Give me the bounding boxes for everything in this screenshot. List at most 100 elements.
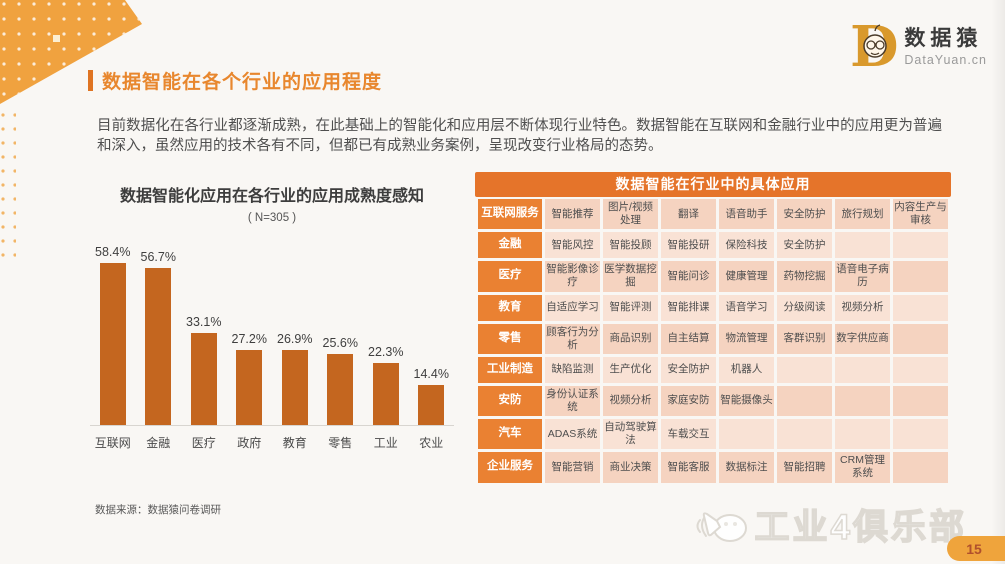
table-cell: 翻译 <box>661 199 716 230</box>
table-cell: 智能客服 <box>661 452 716 483</box>
page-title: 数据智能在各个行业的应用程度 <box>102 72 383 93</box>
table-cell <box>835 419 890 450</box>
row-label: 企业服务 <box>478 452 542 483</box>
bar-group: 27.2% <box>227 332 273 425</box>
row-label: 汽车 <box>478 419 542 450</box>
logo-name: 数据猿 <box>904 27 983 51</box>
table-cell: 车载交互 <box>661 419 716 450</box>
bar-category-label: 零售 <box>328 436 353 450</box>
bar-group: 25.6% <box>318 336 364 425</box>
bar-group: 33.1% <box>181 315 227 425</box>
bar-group: 56.7% <box>136 250 182 425</box>
row-label: 金融 <box>478 232 542 259</box>
bar-value-label: 25.6% <box>322 336 358 350</box>
table-cell: CRM管理系统 <box>835 452 890 483</box>
bar-value-label: 56.7% <box>140 250 176 264</box>
table-cell: 智能招聘 <box>777 452 832 483</box>
bar <box>236 350 263 425</box>
table-title: 数据智能在行业中的具体应用 <box>475 172 951 197</box>
chart-title: 数据智能化应用在各行业的应用成熟度感知 <box>119 188 424 205</box>
table-cell: 自主结算 <box>661 323 716 354</box>
bar-value-label: 14.4% <box>413 367 449 381</box>
industry-table-body: 互联网服务 智能推荐 图片/视频处理 翻译 语音助手 安全防护 旅行规划 内容生产与审核 金融智… <box>478 199 948 483</box>
bar-group: 58.4% <box>90 245 136 425</box>
bar-category-label: 医疗 <box>191 436 216 450</box>
table-cell: 智能投研 <box>661 232 716 259</box>
table-cell: 数字供应商 <box>835 323 890 354</box>
table-cell: 旅行规划 <box>835 199 890 230</box>
table-cell: 顾客行为分析 <box>545 323 600 354</box>
table-cell <box>893 419 948 450</box>
page-number-badge: 15 <box>947 536 1005 561</box>
industry-applications-table: 数据智能在行业中的具体应用 互联网服务 智能推荐 图片/视频处理 翻译 语音助手 安全防护… <box>475 172 951 486</box>
table-cell: 视频分析 <box>835 294 890 321</box>
table-cell: 数据标注 <box>719 452 774 483</box>
table-cell <box>893 323 948 354</box>
table-cell <box>893 261 948 292</box>
datayuan-monkey-icon: D <box>850 20 898 74</box>
edge-dots <box>0 108 16 260</box>
bar-group: 14.4% <box>409 367 455 425</box>
table-cell: 安全防护 <box>661 356 716 383</box>
bar-value-label: 22.3% <box>368 345 404 359</box>
table-cell: 视频分析 <box>603 385 658 416</box>
table-cell: 商业决策 <box>603 452 658 483</box>
row-label: 医疗 <box>478 261 542 292</box>
table-cell: 健康管理 <box>719 261 774 292</box>
table-cell <box>893 356 948 383</box>
corner-decoration <box>0 0 142 260</box>
right-edge-shadow <box>991 0 1005 564</box>
table-cell <box>835 356 890 383</box>
table-cell: 医学数据挖掘 <box>603 261 658 292</box>
bar-category-label: 政府 <box>237 436 262 450</box>
table-cell: 语音助手 <box>719 199 774 230</box>
table-cell: 物流管理 <box>719 323 774 354</box>
intro-paragraph: 目前数据化在各行业都逐渐成熟，在此基础上的智能化和应用层不断体现行业特色。数据智… <box>97 118 942 154</box>
table-cell: 智能营销 <box>545 452 600 483</box>
table-cell: 安全防护 <box>777 199 832 230</box>
table-row: 医疗 智能影像诊疗 医学数据挖掘 智能问诊 健康管理 药物挖掘 语音电子病历 <box>478 261 948 292</box>
bar-value-label: 27.2% <box>231 332 267 346</box>
table-cell: 语音学习 <box>719 294 774 321</box>
table-cell: 智能影像诊疗 <box>545 261 600 292</box>
table-cell: 商品识别 <box>603 323 658 354</box>
bar-chart-categories: 互联网 金融 医疗 政府 教育 零售 工业 农业 <box>90 434 454 451</box>
table-cell <box>835 232 890 259</box>
table-cell: 智能评测 <box>603 294 658 321</box>
table-cell: 语音电子病历 <box>835 261 890 292</box>
table-cell: 智能投顾 <box>603 232 658 259</box>
table-cell <box>893 385 948 416</box>
table-cell: 机器人 <box>719 356 774 383</box>
table-row: 企业服务 智能营销 商业决策 智能客服 数据标注 智能招聘 CRM管理系统 <box>478 452 948 483</box>
table-cell: 智能推荐 <box>545 199 600 230</box>
bar-group: 22.3% <box>363 345 409 425</box>
bar-value-label: 33.1% <box>186 315 222 329</box>
table-cell: 保险科技 <box>719 232 774 259</box>
row-label: 互联网服务 <box>478 199 542 230</box>
bar <box>327 354 354 425</box>
table-cell <box>777 385 832 416</box>
table-cell: 缺陷监测 <box>545 356 600 383</box>
industry-table: 互联网服务 智能推荐 图片/视频处理 翻译 语音助手 安全防护 旅行规划 内容生产与审核 金融智… <box>475 196 951 486</box>
bar <box>190 333 217 425</box>
watermark-text: 工业4俱乐部 <box>754 507 967 548</box>
table-cell: 自动驾驶算法 <box>603 419 658 450</box>
row-label: 安防 <box>478 385 542 416</box>
bar-chart-bars: 58.4% 56.7% 33.1% 27.2% 26.9% 25.6% 22.3% 14.4% <box>90 241 454 426</box>
watermark: 工业4俱乐部 <box>695 499 967 550</box>
row-label: 工业制造 <box>478 356 542 383</box>
maturity-bar-chart: 数据智能化应用在各行业的应用成熟度感知 ( N=305 ) 58.4% 56.7%… <box>90 186 454 451</box>
bar-group: 26.9% <box>272 332 318 425</box>
table-row: 安防 身份认证系统 视频分析 家庭安防 智能摄像头 <box>478 385 948 416</box>
table-cell: 内容生产与审核 <box>893 199 948 230</box>
bar-category-label: 金融 <box>146 436 171 450</box>
bar <box>372 363 399 425</box>
bar-value-label: 58.4% <box>95 245 131 259</box>
title-accent-bar <box>88 70 93 91</box>
bar-value-label: 26.9% <box>277 332 313 346</box>
table-row: 教育 自适应学习 智能评测 智能排课 语音学习 分级阅读 视频分析 <box>478 294 948 321</box>
table-cell: 身份认证系统 <box>545 385 600 416</box>
table-cell <box>893 232 948 259</box>
table-cell: 智能风控 <box>545 232 600 259</box>
bar-category-label: 互联网 <box>94 436 131 450</box>
